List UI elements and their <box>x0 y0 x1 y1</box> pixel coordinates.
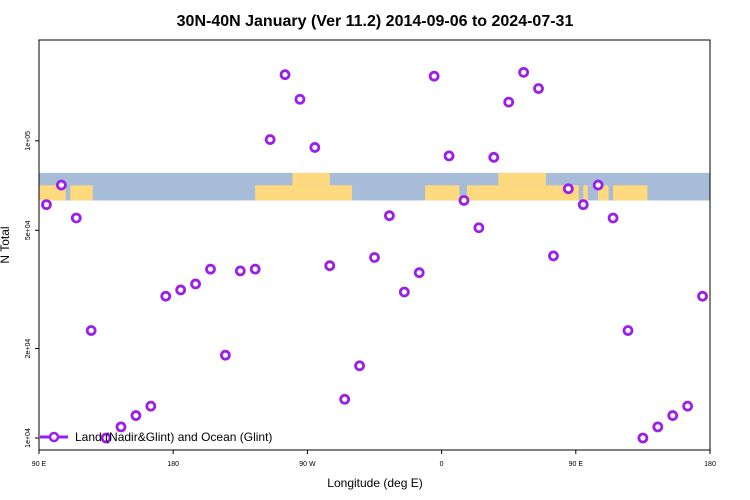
y-tick-label: 5e+04 <box>25 220 32 240</box>
data-point <box>667 410 679 421</box>
data-point <box>473 222 485 234</box>
data-point <box>443 150 455 162</box>
data-point <box>548 250 559 262</box>
data-points <box>41 66 708 444</box>
data-point <box>249 263 261 275</box>
x-tick-label: 90 E <box>32 461 47 468</box>
legend-label: Land (Nadir&Glint) and Ocean (Glint) <box>75 430 272 444</box>
x-tick-label: 90 W <box>299 461 316 468</box>
map-land <box>583 185 588 201</box>
data-point <box>190 278 201 290</box>
data-point <box>533 83 544 94</box>
map-land <box>255 185 353 201</box>
data-point <box>234 265 246 277</box>
map-land <box>613 185 648 201</box>
data-point <box>607 212 619 224</box>
plot-frame <box>38 39 711 451</box>
data-point <box>309 142 321 153</box>
data-point <box>100 432 112 444</box>
data-point <box>85 325 97 336</box>
data-point <box>488 151 500 163</box>
data-point <box>398 286 410 298</box>
data-point <box>428 70 440 82</box>
data-point <box>697 290 708 302</box>
map-land <box>425 185 460 201</box>
y-axis-label: N Total <box>0 226 12 263</box>
y-tick-label: 1e+05 <box>25 131 32 151</box>
map-land <box>70 185 93 201</box>
data-point <box>592 179 604 191</box>
data-point <box>41 199 52 211</box>
x-tick-label: 0 <box>440 461 444 468</box>
data-point <box>175 284 187 296</box>
data-point <box>369 252 380 263</box>
data-point <box>279 69 291 81</box>
data-point <box>652 421 664 433</box>
data-point <box>70 212 82 224</box>
map-land <box>498 172 546 186</box>
data-point <box>682 400 694 412</box>
x-tick-label: 90 E <box>569 461 584 468</box>
data-point <box>324 260 336 272</box>
data-point <box>458 195 470 206</box>
data-point <box>205 263 216 275</box>
legend: Land (Nadir&Glint) and Ocean (Glint) <box>40 430 272 444</box>
x-tick-label: 180 <box>704 461 716 468</box>
data-point <box>115 421 127 433</box>
y-tick-label: 1e+04 <box>25 428 32 448</box>
data-point <box>339 393 351 405</box>
y-axis: 1e+04 2e+04 5e+04 1e+05 <box>25 131 39 448</box>
data-point <box>354 360 365 372</box>
map-land <box>598 185 609 201</box>
data-point <box>637 432 649 444</box>
data-point <box>145 400 157 412</box>
data-point <box>384 210 395 222</box>
data-point <box>622 325 634 336</box>
x-axis: 90 E 180 90 W 0 90 E 180 <box>32 450 716 468</box>
data-point <box>219 349 231 361</box>
data-point <box>130 410 142 421</box>
data-point <box>55 179 67 191</box>
data-point <box>518 66 530 78</box>
data-point <box>562 183 574 195</box>
x-tick-label: 180 <box>167 461 179 468</box>
x-axis-label: Longitude (deg E) <box>327 476 422 490</box>
data-point <box>264 134 276 145</box>
data-point <box>160 290 172 302</box>
world-map-strip <box>39 172 710 201</box>
map-land <box>292 172 330 186</box>
legend-marker <box>48 431 60 443</box>
map-ocean <box>39 172 710 201</box>
chart-title: 30N-40N January (Ver 11.2) 2014-09-06 to… <box>177 13 574 30</box>
map-land <box>466 185 579 201</box>
data-point <box>413 267 425 279</box>
data-point <box>294 93 306 105</box>
y-tick-label: 2e+04 <box>25 339 32 359</box>
data-point <box>503 96 515 108</box>
data-point <box>577 199 589 211</box>
